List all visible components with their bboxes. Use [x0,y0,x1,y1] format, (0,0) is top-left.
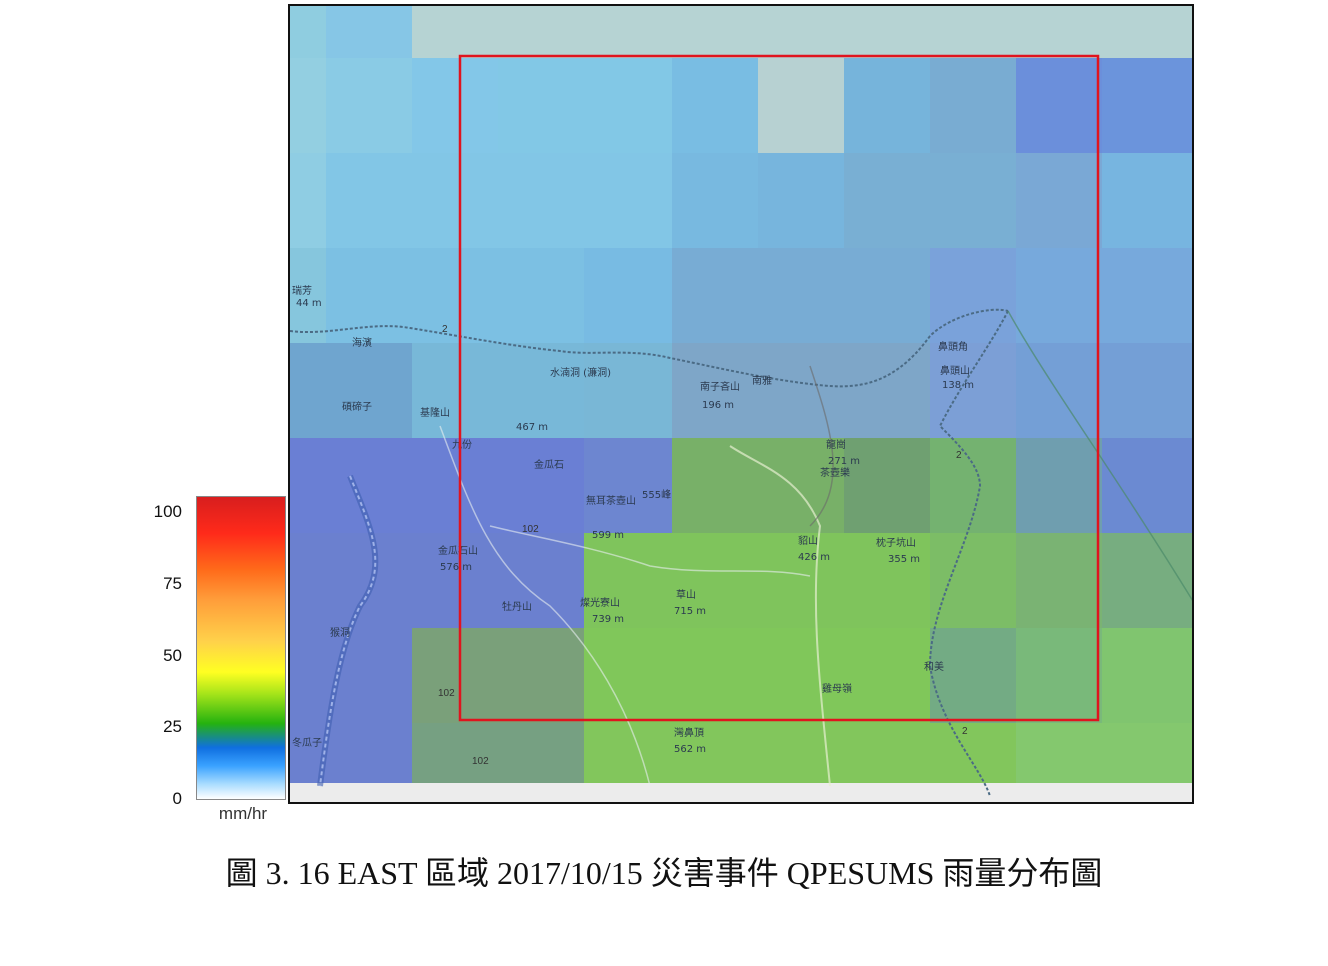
place-label: 南子吝山 [700,380,740,393]
rainfall-grid [290,6,1192,802]
place-label: 灣鼻頂 [674,726,704,739]
place-label: 555峰 [642,489,671,501]
place-label: 無耳茶壺山 [586,494,636,507]
road-number-label: 102 [472,756,489,767]
place-label: 牡丹山 [502,600,532,613]
place-label: 金瓜石山 [438,544,478,557]
place-label: 739 m [592,614,624,625]
place-label: 水湳洞 (濂洞) [550,366,611,379]
place-label: 龍崗 [826,438,846,451]
place-label: 九份 [452,439,472,451]
place-label: 355 m [888,554,920,565]
road-number-label: 2 [442,324,448,335]
figure-caption: 圖 3. 16 EAST 區域 2017/10/15 災害事件 QPESUMS … [225,855,1103,891]
place-label: 雞母嶺 [822,682,852,695]
place-label: 271 m [828,456,860,467]
place-label: 599 m [592,530,624,541]
rainfall-colorbar [196,496,286,800]
place-label: 海濱 [352,336,372,349]
place-label: 茶壺樂 [820,466,850,479]
place-labels: 2 海濱 水湳洞 (濂洞) 南雅 鼻頭角 碩碲子 基隆山 467 m 九份 金瓜… [292,284,974,767]
place-label: 715 m [674,606,706,617]
colorbar-tick: 75 [163,574,182,593]
place-label: 冬瓜子 [292,736,322,749]
road-number-label: 2 [956,450,962,461]
colorbar-tick: 50 [163,646,182,665]
place-label: 貂山 [798,534,818,547]
terrain-overlay [290,308,1192,797]
place-label: 467 m [516,422,548,433]
colorbar-tick: 0 [172,789,182,808]
place-label: 燦光寮山 [580,596,620,609]
place-label: 瑞芳 [292,284,312,297]
road-number-label: 102 [522,524,539,535]
place-label: 基隆山 [420,406,450,419]
map-canvas: 2 海濱 水湳洞 (濂洞) 南雅 鼻頭角 碩碲子 基隆山 467 m 九份 金瓜… [290,6,1192,802]
place-label: 138 m [942,380,974,391]
place-label: 南雅 [752,374,772,387]
road-number-label: 102 [438,688,455,699]
road-number-label: 2 [962,726,968,737]
colorbar-tick: 100 [153,502,182,521]
place-label: 枕子坑山 [876,536,916,549]
colorbar-tick: 25 [163,717,182,736]
place-label: 426 m [798,552,830,563]
place-label: 44 m [296,298,322,309]
place-label: 鼻頭角 [938,340,968,353]
place-label: 562 m [674,744,706,755]
place-label: 196 m [702,400,734,411]
place-label: 猴洞 [330,626,350,639]
place-label: 和美 [924,660,944,673]
place-label: 草山 [676,589,696,601]
place-label: 576 m [440,562,472,573]
place-label: 鼻頭山 [940,364,970,377]
colorbar-unit: mm/hr [218,804,268,823]
place-label: 金瓜石 [534,458,564,471]
place-label: 碩碲子 [342,400,372,413]
study-area-box [458,54,1100,722]
qpesums-rainfall-map[interactable]: 2 海濱 水湳洞 (濂洞) 南雅 鼻頭角 碩碲子 基隆山 467 m 九份 金瓜… [288,4,1194,804]
